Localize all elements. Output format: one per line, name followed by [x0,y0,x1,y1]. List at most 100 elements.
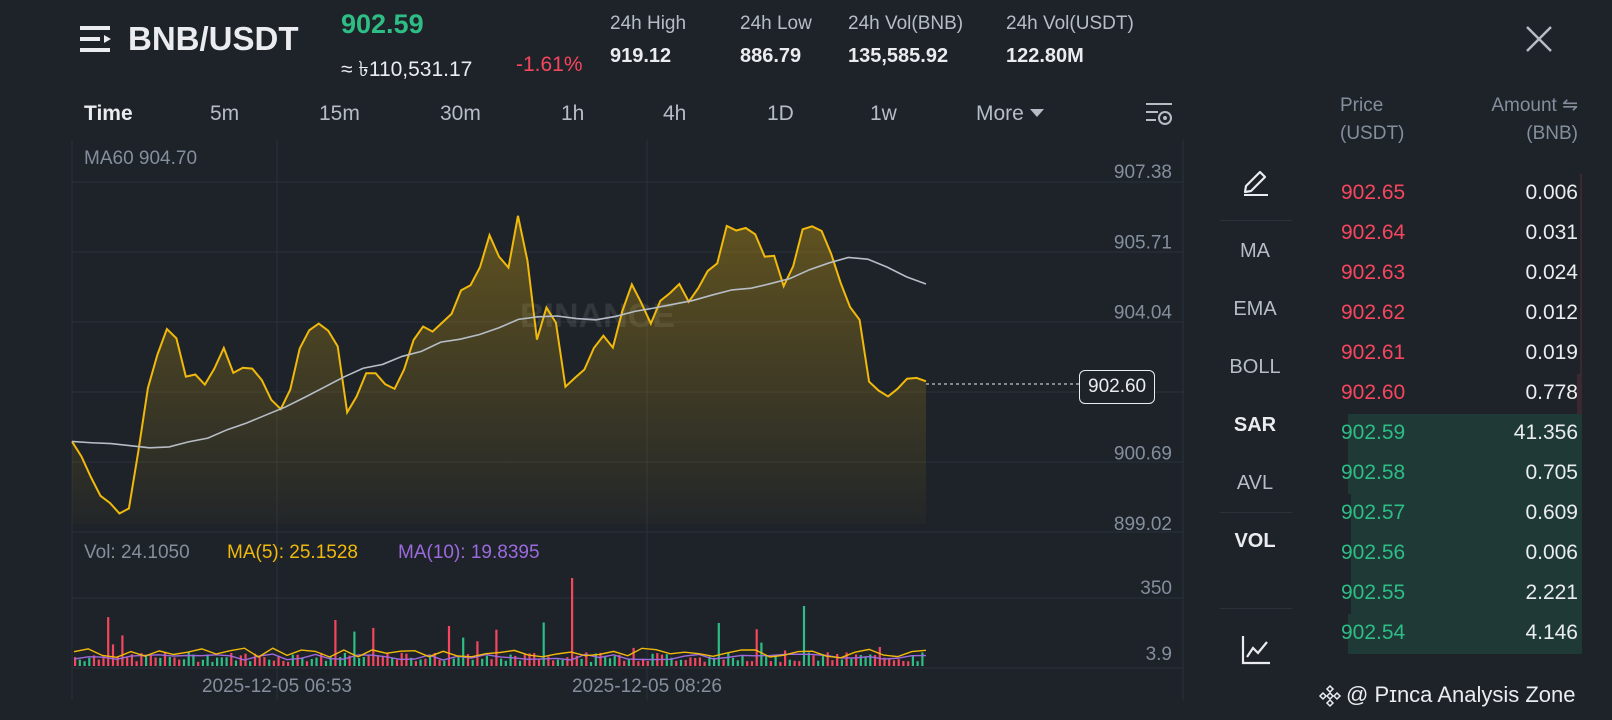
orderbook-ask-row[interactable]: 902.60 0.778 [1336,374,1582,414]
volume-bar [339,657,342,666]
volume-bar [859,655,862,666]
orderbook-ask-row[interactable]: 902.63 0.024 [1336,254,1582,294]
volume-bar [258,657,261,666]
orderbook-amount: 0.019 [1525,341,1578,364]
close-icon[interactable] [1522,22,1556,56]
volume-bar [788,659,791,666]
fiat-value: ≈ ৳110,531.17 [341,58,473,81]
depth-bar [1348,454,1582,494]
volume-bar [249,661,252,666]
tab-30m[interactable]: 30m [440,102,481,125]
orderbook-price: 902.56 [1341,541,1406,564]
volume-bar [608,658,612,666]
chart-settings-icon[interactable] [1144,100,1174,128]
indicator-avl[interactable]: AVL [1236,472,1274,494]
volume-bar [599,652,602,666]
orderbook-ask-row[interactable]: 902.61 0.019 [1336,334,1582,374]
tab-more[interactable]: More [976,102,1044,126]
toolbar-separator [1220,220,1292,221]
volume-bar [916,661,919,666]
volume-bar [216,657,219,666]
depth-bar [1579,334,1582,374]
tab-1d[interactable]: 1D [767,102,794,125]
volume-bar [197,661,200,666]
orderbook-bid-row[interactable]: 902.54 4.146 [1336,614,1582,654]
trading-pair-title[interactable]: BNB/USDT [128,20,299,57]
orderbook-bid-row[interactable]: 902.59 41.356 [1336,414,1582,454]
volume-bar [485,655,488,666]
volume-bar [121,635,124,666]
tab-1h[interactable]: 1h [561,102,585,125]
volume-bar [187,652,190,666]
volume-bar [774,654,777,666]
pencil-draw-icon[interactable] [1240,164,1272,196]
price-axis-label: 907.38 [1114,162,1172,183]
volume-bar [97,659,100,666]
amount-header-label: Amount ⇋ [1491,95,1578,116]
orderbook-price: 902.57 [1341,501,1406,524]
volume-bar [713,657,716,666]
orderbook-amount-header[interactable]: Amount ⇋ (BNB) [1430,92,1578,148]
volume-bar [457,657,460,666]
orderbook-price: 902.59 [1341,421,1406,444]
volume-bar [561,659,564,666]
orderbook-bid-row[interactable]: 902.55 2.221 [1336,574,1582,614]
orderbook-bid-row[interactable]: 902.58 0.705 [1336,454,1582,494]
volume-bar [443,660,446,666]
volume-bar [888,658,891,666]
volume-bar [476,641,479,666]
volume-bar [836,654,839,666]
volume-bar [665,654,668,666]
orderbook-amount: 4.146 [1525,621,1578,644]
footer-watermark: @ Pɪnca Analysis Zone [1346,682,1576,707]
volume-bar [220,657,223,666]
stat-24h-vol-bnb-label: 24h Vol(BNB) [848,13,964,34]
tab-5m[interactable]: 5m [210,102,240,125]
volume-bar [78,659,81,666]
orderbook-price: 902.55 [1341,581,1406,604]
volume-bar [878,647,881,666]
volume-bar [83,661,86,666]
line-chart-icon[interactable] [1240,634,1272,666]
orderbook-bid-row[interactable]: 902.56 0.006 [1336,534,1582,574]
volume-bar [159,657,162,666]
price-header-label: Price [1340,95,1384,116]
volume-bar [684,660,687,666]
volume-bar [168,657,171,666]
volume-bar [921,652,924,666]
orderbook-price: 902.63 [1341,261,1406,284]
volume-bar [145,656,148,666]
tab-1w[interactable]: 1w [870,102,897,125]
volume-bar [821,654,825,666]
orderbook-ask-row[interactable]: 902.62 0.012 [1336,294,1582,334]
indicator-ma[interactable]: MA [1240,240,1270,262]
volume-bar [239,655,242,666]
volume-bar [182,659,186,666]
orderbook-amount: 0.006 [1525,181,1578,204]
orderbook-ask-row[interactable]: 902.64 0.031 [1336,214,1582,254]
volume-bar [571,578,574,666]
orderbook-bid-row[interactable]: 902.57 0.609 [1336,494,1582,534]
volume-bar [88,657,91,666]
volume-legend-ma5: MA(5): 25.1528 [227,542,358,563]
depth-bar [1579,214,1582,254]
indicator-vol[interactable]: VOL [1234,530,1276,552]
amount-header-unit: (BNB) [1526,123,1578,144]
orderbook-ask-row[interactable]: 902.65 0.006 [1336,174,1582,214]
volume-bar [627,659,630,666]
indicator-sar[interactable]: SAR [1233,414,1277,436]
volume-ma10-line [73,653,927,661]
orderbook-price: 902.65 [1341,181,1406,204]
indicator-boll[interactable]: BOLL [1229,356,1281,378]
tab-4h[interactable]: 4h [663,102,687,125]
tab-time[interactable]: Time [84,102,133,125]
volume-bar [178,659,181,666]
volume-bar [452,658,455,666]
volume-bar [703,661,706,666]
tab-15m[interactable]: 15m [319,102,360,125]
menu-lines-icon[interactable] [80,24,114,54]
price-axis-label: 899.02 [1114,514,1172,535]
indicator-ema[interactable]: EMA [1233,298,1277,320]
volume-bar [305,661,309,666]
